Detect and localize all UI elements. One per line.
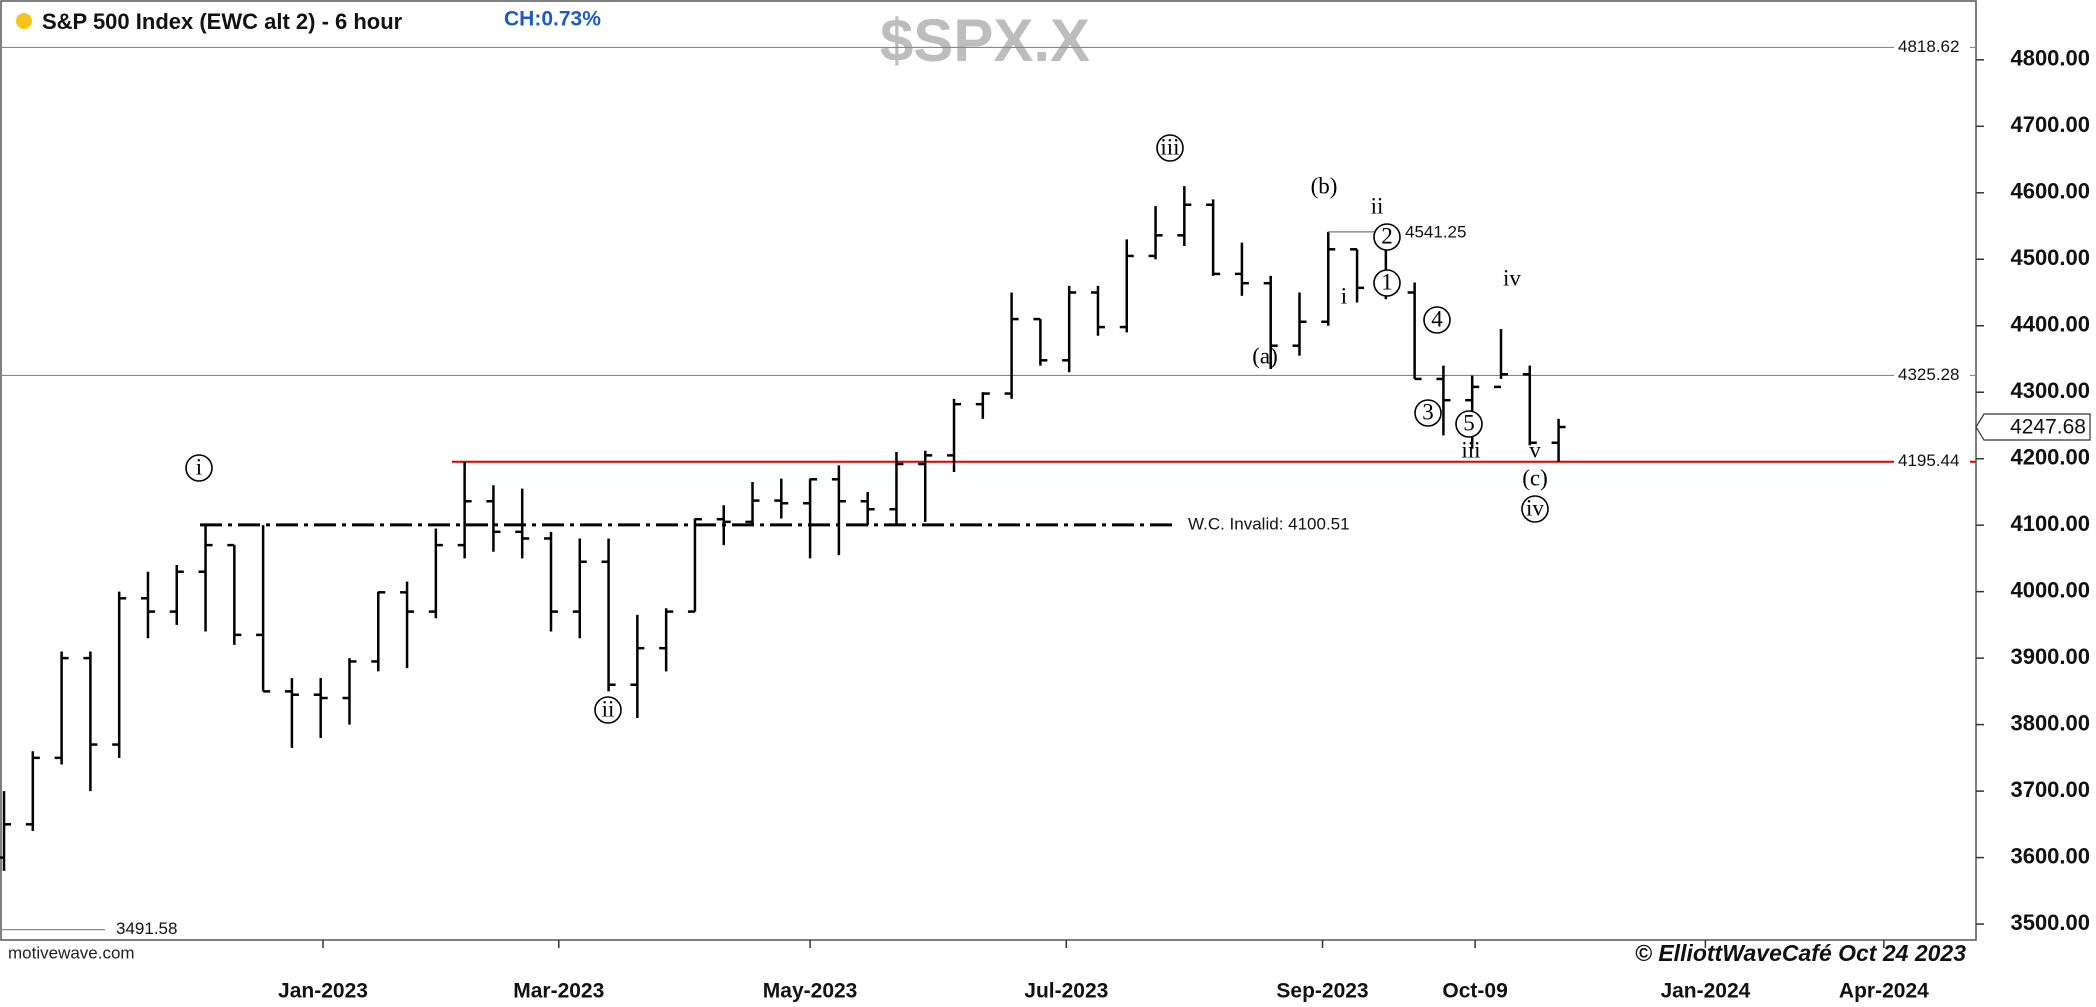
x-tick-label: Jan-2024 bbox=[1660, 980, 1750, 1003]
y-tick-label: 4500.00 bbox=[2010, 245, 2090, 270]
plot-frame bbox=[0, 0, 1977, 941]
wave-label: (b) bbox=[1311, 173, 1338, 198]
wave-label: i bbox=[196, 454, 202, 479]
wave-label: iv bbox=[1526, 495, 1544, 520]
wave-label: i bbox=[1341, 283, 1347, 308]
x-tick-label: Apr-2024 bbox=[1839, 980, 1929, 1003]
y-tick-label: 4300.00 bbox=[2010, 378, 2090, 403]
y-tick-label: 3500.00 bbox=[2010, 910, 2090, 935]
wave-circle bbox=[1521, 495, 1549, 523]
level-label: 4195.44 bbox=[1898, 451, 1959, 470]
y-tick-label: 4600.00 bbox=[2010, 179, 2090, 204]
last-price-tag bbox=[1975, 413, 2091, 441]
y-tick-label: 3700.00 bbox=[2010, 777, 2090, 802]
y-tick-label: 3600.00 bbox=[2010, 843, 2090, 868]
wave-label: 1 bbox=[1381, 269, 1393, 294]
wave-label: (a) bbox=[1252, 343, 1278, 368]
invalidation-label: W.C. Invalid: 4100.51 bbox=[1188, 514, 1350, 533]
credit: © ElliottWaveCafé Oct 24 2023 bbox=[1635, 940, 1966, 966]
chart-title: S&P 500 Index (EWC alt 2) - 6 hour bbox=[42, 9, 403, 34]
watermark: $SPX.X bbox=[880, 7, 1090, 74]
y-tick-label: 4800.00 bbox=[2010, 46, 2090, 71]
status-dot bbox=[16, 13, 32, 29]
wave-circle bbox=[1373, 269, 1401, 297]
high-label: 4541.25 bbox=[1405, 222, 1466, 241]
y-tick-label: 4100.00 bbox=[2010, 511, 2090, 536]
wave-circle bbox=[185, 454, 213, 482]
x-tick-label: Jul-2023 bbox=[1024, 980, 1108, 1003]
source: motivewave.com bbox=[8, 943, 135, 962]
x-tick-label: Mar-2023 bbox=[513, 980, 604, 1003]
x-tick-label: May-2023 bbox=[763, 980, 858, 1003]
wave-circle bbox=[1455, 410, 1483, 438]
wave-circle bbox=[1373, 223, 1401, 251]
y-tick-label: 4400.00 bbox=[2010, 312, 2090, 337]
level-label-bg bbox=[1894, 450, 1970, 473]
y-tick-label: 4000.00 bbox=[2010, 577, 2090, 602]
wave-label: (c) bbox=[1522, 465, 1548, 490]
level-label-bg bbox=[1894, 364, 1970, 387]
wave-label: 3 bbox=[1422, 399, 1434, 424]
last-price: 4247.68 bbox=[2010, 416, 2086, 439]
wave-label: 4 bbox=[1431, 306, 1443, 331]
wave-circle bbox=[1156, 134, 1184, 162]
level-label: 4818.62 bbox=[1898, 37, 1959, 56]
wave-circle bbox=[1423, 306, 1451, 334]
wave-circle bbox=[1414, 399, 1442, 427]
wave-label: 5 bbox=[1463, 410, 1475, 435]
x-tick-label: Oct-09 bbox=[1442, 980, 1507, 1003]
wave-label: ii bbox=[602, 696, 615, 721]
wave-label: 2 bbox=[1381, 223, 1393, 248]
level-label: 3491.58 bbox=[116, 919, 177, 938]
x-tick-label: Jan-2023 bbox=[278, 980, 368, 1003]
y-tick-label: 3800.00 bbox=[2010, 710, 2090, 735]
wave-label: ii bbox=[1371, 193, 1384, 218]
y-tick-label: 4200.00 bbox=[2010, 445, 2090, 470]
level-label: 4325.28 bbox=[1898, 365, 1959, 384]
wave-circle bbox=[594, 696, 622, 724]
wave-label: iii bbox=[1461, 437, 1480, 462]
y-tick-label: 4700.00 bbox=[2010, 112, 2090, 137]
change: CH:0.73% bbox=[504, 8, 601, 31]
y-tick-label: 3900.00 bbox=[2010, 644, 2090, 669]
wave-label: v bbox=[1529, 437, 1541, 462]
level-label-bg bbox=[1894, 36, 1970, 59]
x-tick-label: Sep-2023 bbox=[1276, 980, 1368, 1003]
wave-label: iii bbox=[1160, 134, 1179, 159]
wave-label: iv bbox=[1503, 265, 1521, 290]
